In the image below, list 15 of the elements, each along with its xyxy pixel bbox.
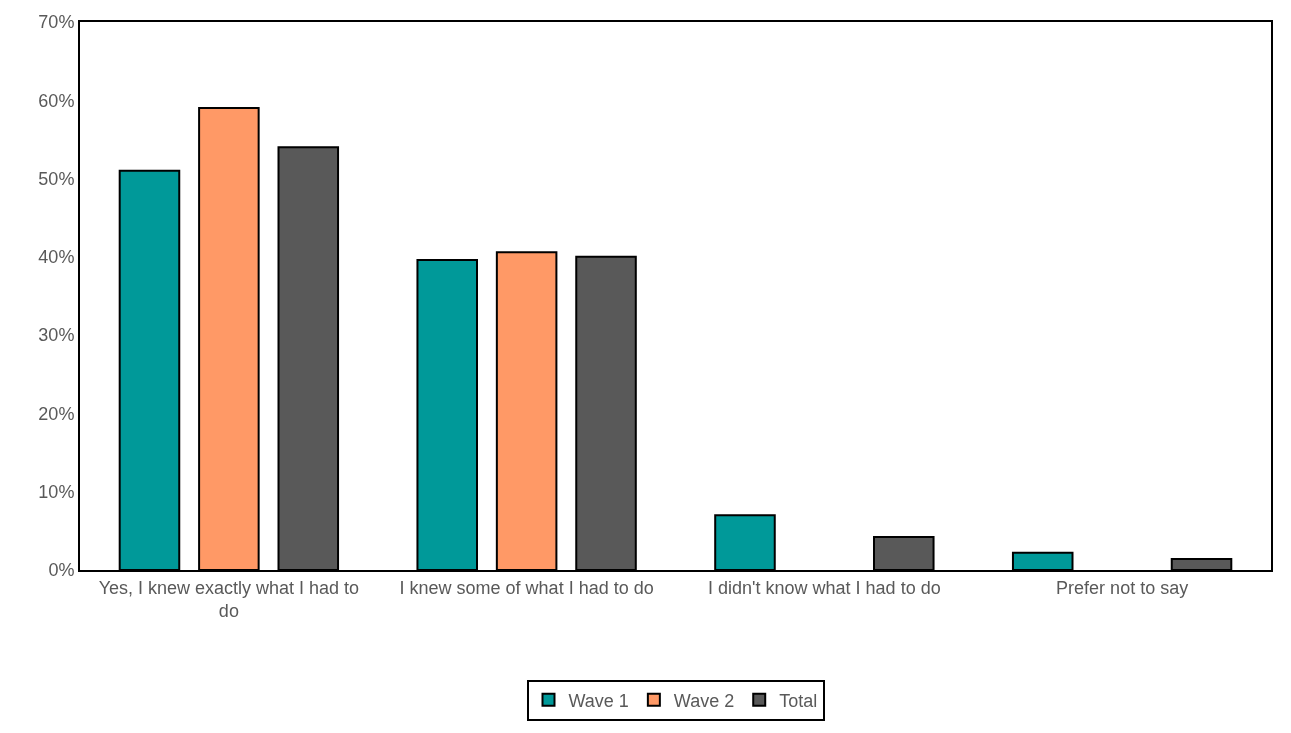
y-tick-label: 50% — [38, 168, 75, 189]
x-tick-label: I knew some of what I had to do — [399, 577, 654, 598]
legend-label: Total — [779, 690, 818, 711]
y-tick-label: 40% — [38, 247, 75, 268]
y-tick-label: 10% — [38, 482, 75, 503]
y-tick-label: 0% — [48, 560, 75, 581]
y-tick-label: 30% — [38, 325, 75, 346]
x-tick-label: I didn't know what I had to do — [708, 577, 941, 598]
x-tick-label: Prefer not to say — [1056, 577, 1189, 598]
y-tick-label: 60% — [38, 90, 75, 111]
legend-label: Wave 1 — [568, 690, 629, 711]
legend-label: Wave 2 — [673, 690, 735, 711]
x-tick-label: Yes, I knew exactly what I had to do — [98, 577, 360, 621]
y-tick-label: 20% — [38, 403, 75, 424]
y-tick-label: 70% — [38, 12, 75, 33]
